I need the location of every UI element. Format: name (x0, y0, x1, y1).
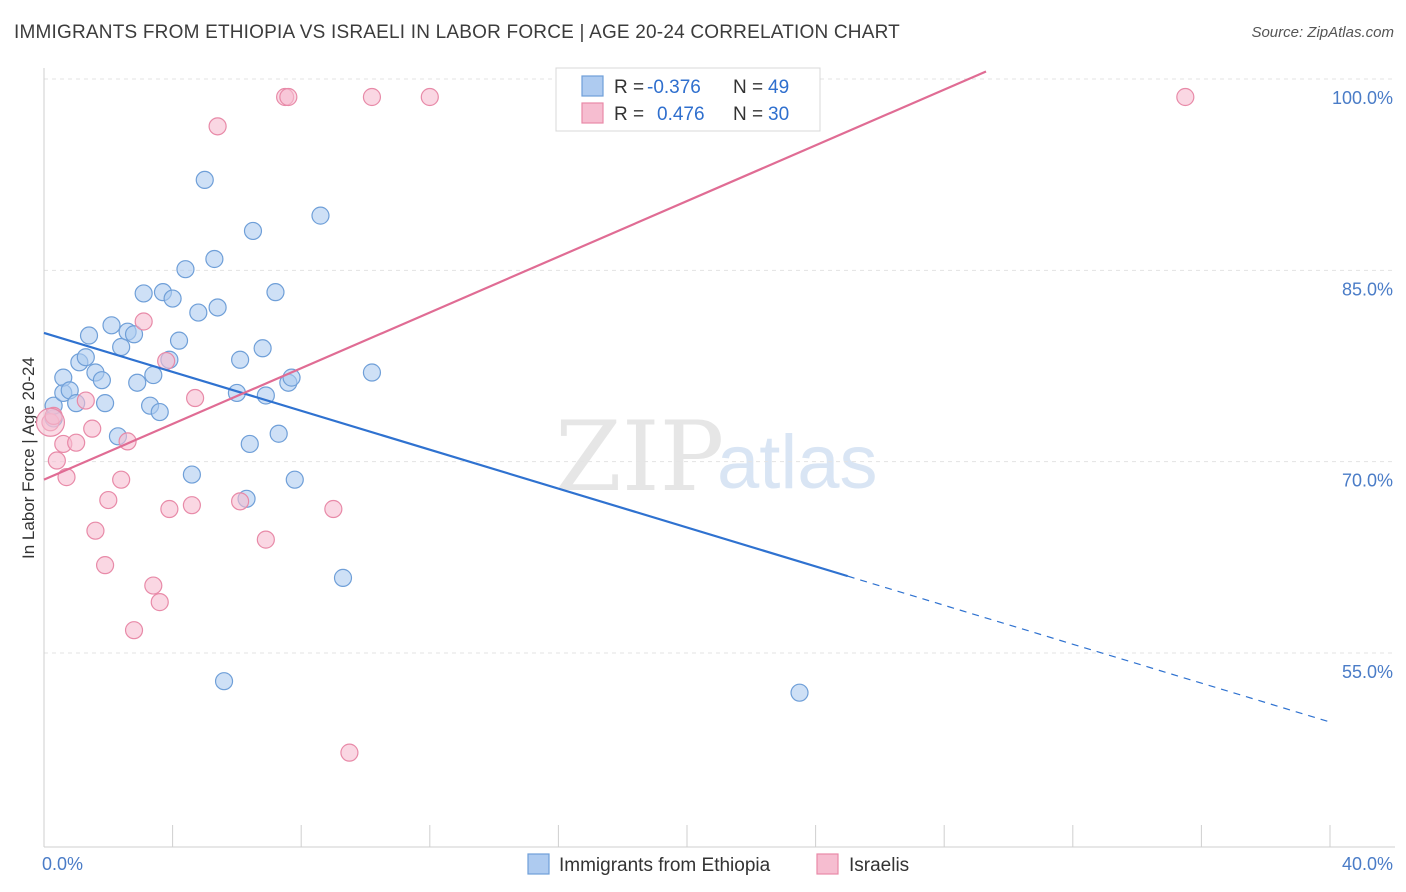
ethiopia-point (182, 465, 201, 484)
y-tick-label: 55.0% (1342, 662, 1393, 682)
ethiopia-point (208, 298, 227, 317)
ethiopia-point (195, 170, 214, 190)
ethiopia-point (790, 683, 809, 702)
ethiopia-point (150, 402, 169, 422)
legend-r-value-ethiopia: -0.376 (647, 77, 701, 98)
watermark: ZIP atlas (555, 401, 878, 513)
israelis-point (144, 576, 163, 595)
chart-title: IMMIGRANTS FROM ETHIOPIA VS ISRAELI IN L… (14, 22, 900, 43)
israelis-point (279, 87, 298, 107)
israelis-point (182, 496, 201, 515)
ethiopia-point (124, 325, 144, 344)
y-tick-labels: 55.0% 70.0% 85.0% 100.0% (1332, 88, 1393, 682)
israelis-point (362, 87, 382, 107)
israelis-point (134, 312, 153, 331)
ethiopia-point (214, 672, 234, 691)
trend-line-ethiopia-extension (847, 575, 1331, 723)
y-tick-label: 85.0% (1342, 279, 1393, 299)
watermark-zip: ZIP (555, 401, 724, 513)
israelis-point (86, 521, 105, 540)
israelis-point (186, 388, 205, 408)
israelis-point (67, 433, 86, 452)
ethiopia-point (144, 365, 163, 385)
axes (43, 68, 1395, 848)
x-tick-label-min: 0.0% (42, 854, 83, 874)
legend-swatch-ethiopia (581, 75, 604, 97)
ethiopia-point (333, 568, 353, 587)
legend-r-label-ethiopia: R = (614, 77, 644, 98)
correlation-legend: R = -0.376 N = 49 R = 0.476 N = 30 (555, 67, 821, 132)
series-legend: Immigrants from Ethiopia Israelis (527, 853, 909, 876)
ethiopia-point (266, 283, 285, 302)
legend-swatch-israelis (581, 102, 604, 124)
israelis-point (95, 556, 115, 575)
trend-line-israelis (43, 70, 987, 481)
x-ticks (43, 825, 1331, 847)
ethiopia-point (240, 434, 259, 454)
israelis-point (340, 743, 359, 762)
ethiopia-point (102, 316, 121, 335)
ethiopia-point (95, 394, 115, 413)
legend-n-label-israelis: N = (733, 104, 763, 125)
ethiopia-point (362, 363, 382, 382)
israelis-point (76, 391, 95, 410)
ethiopia-point (76, 348, 95, 367)
israelis-point (57, 468, 76, 487)
source-label: Source: ZipAtlas.com (1251, 24, 1394, 41)
israelis-point (35, 407, 66, 437)
y-tick-label: 70.0% (1342, 471, 1393, 491)
israelis-point (324, 499, 343, 519)
ethiopia-point (134, 284, 153, 303)
ethiopia-point (285, 470, 304, 489)
ethiopia-point (205, 249, 224, 269)
ethiopia-point (311, 206, 330, 225)
x-tick-label-max: 40.0% (1342, 854, 1393, 874)
legend-n-value-israelis: 30 (768, 104, 789, 125)
y-axis-label: In Labor Force | Age 20-24 (19, 357, 38, 559)
israelis-point (99, 490, 118, 510)
ethiopia-point (79, 326, 99, 345)
legend-n-label-ethiopia: N = (733, 77, 763, 98)
israelis-point (83, 419, 102, 438)
bottom-legend-swatch-ethiopia (527, 853, 550, 875)
ethiopia-point (189, 303, 208, 322)
watermark-atlas: atlas (717, 420, 878, 505)
y-tick-label: 100.0% (1332, 88, 1393, 108)
israelis-point (420, 87, 439, 107)
israelis-point (208, 117, 227, 136)
bottom-legend-label-ethiopia: Immigrants from Ethiopia (559, 855, 771, 876)
israelis-point (112, 470, 131, 489)
israelis-point (160, 499, 179, 519)
ethiopia-point (92, 371, 111, 390)
israelis-point (47, 451, 66, 470)
ethiopia-point (169, 331, 189, 350)
legend-r-label-israelis: R = (614, 104, 644, 125)
ethiopia-point (163, 289, 182, 308)
israelis-point (124, 621, 144, 640)
ethiopia-point (231, 350, 250, 369)
ethiopia-point (253, 339, 272, 358)
trend-lines (43, 70, 1331, 723)
ethiopia-point (112, 337, 131, 357)
legend-r-value-israelis: 0.476 (657, 104, 705, 125)
israelis-point (1176, 87, 1195, 107)
bottom-legend-label-israelis: Israelis (849, 855, 909, 876)
ethiopia-point (269, 424, 288, 443)
israelis-point (231, 492, 250, 511)
ethiopia-point (128, 373, 147, 392)
israelis-point (256, 530, 275, 549)
series-israelis-points (35, 87, 1195, 762)
ethiopia-point (243, 221, 263, 241)
bottom-legend-swatch-israelis (816, 853, 839, 875)
israelis-point (150, 593, 169, 612)
trend-line-ethiopia (43, 331, 849, 578)
legend-n-value-ethiopia: 49 (768, 77, 789, 98)
ethiopia-point (176, 260, 195, 279)
